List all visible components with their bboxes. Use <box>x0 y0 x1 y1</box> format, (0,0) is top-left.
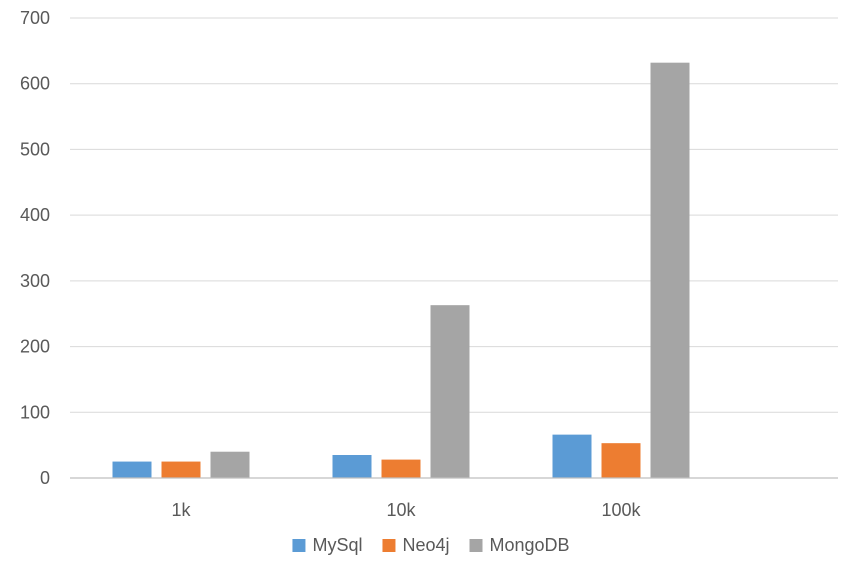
gridlines <box>70 17 838 413</box>
y-tick-label: 100 <box>20 402 50 422</box>
y-tick-label: 700 <box>20 8 50 28</box>
legend-swatch-neo4j <box>382 539 396 552</box>
legend-swatch-mysql <box>292 539 306 552</box>
x-tick-label: 100k <box>601 500 641 520</box>
bar-mysql-1k <box>112 461 152 478</box>
legend-label-neo4j: Neo4j <box>402 535 449 555</box>
y-tick-label: 400 <box>20 205 50 225</box>
bar-mysql-10k <box>332 455 372 478</box>
y-tick-label: 300 <box>20 271 50 291</box>
y-tick-label: 500 <box>20 139 50 159</box>
y-axis-ticks: 0 100 200 300 400 500 600 700 <box>20 8 50 488</box>
y-tick-label: 0 <box>40 468 50 488</box>
bars <box>112 62 690 478</box>
legend: MySql Neo4j MongoDB <box>292 535 570 555</box>
bar-neo4j-100k <box>601 443 641 478</box>
bar-mysql-100k <box>552 434 592 478</box>
bar-mongodb-100k <box>650 62 690 478</box>
legend-label-mongodb: MongoDB <box>490 535 570 555</box>
bar-neo4j-1k <box>161 461 201 478</box>
bar-mongodb-10k <box>430 305 470 478</box>
legend-swatch-mongodb <box>469 539 483 552</box>
x-tick-label: 1k <box>171 500 191 520</box>
y-tick-label: 200 <box>20 337 50 357</box>
bar-mongodb-1k <box>210 451 250 478</box>
x-axis-ticks: 1k 10k 100k <box>171 500 641 520</box>
legend-label-mysql: MySql <box>312 535 362 555</box>
y-tick-label: 600 <box>20 74 50 94</box>
bar-neo4j-10k <box>381 459 421 478</box>
x-tick-label: 10k <box>386 500 416 520</box>
